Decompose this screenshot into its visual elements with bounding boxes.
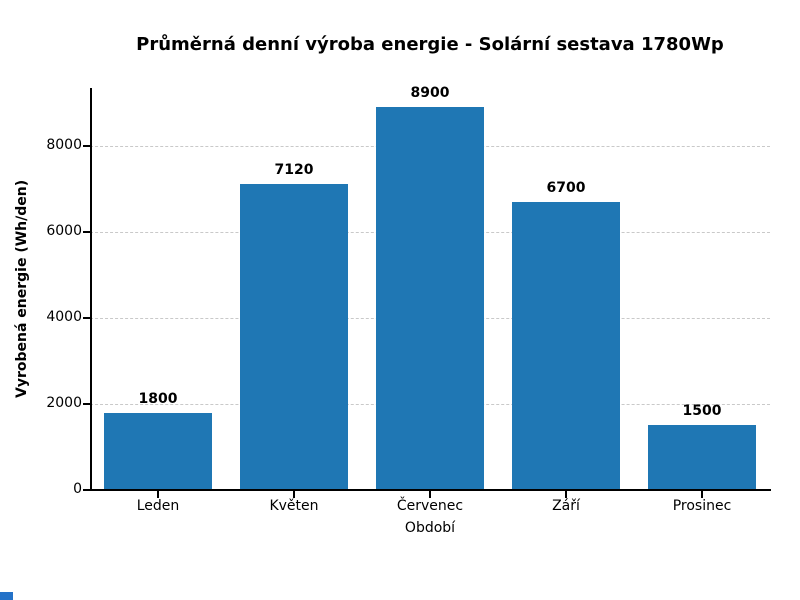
- bar-value-label: 6700: [546, 179, 586, 196]
- y-tick-mark: [83, 230, 90, 233]
- x-axis-label: Období: [404, 520, 456, 536]
- bar-září: [511, 201, 621, 490]
- bar-prosinec: [647, 425, 757, 490]
- x-tick-mark: [429, 491, 431, 498]
- x-tick-mark: [565, 491, 567, 498]
- bar-květen: [239, 183, 349, 490]
- y-axis-spine: [90, 88, 92, 491]
- x-tick-label: Červenec: [396, 498, 464, 514]
- chart-title: Průměrná denní výroba energie - Solární …: [136, 34, 724, 55]
- x-axis-spine: [90, 489, 771, 491]
- bar-value-label: 1800: [138, 390, 178, 407]
- y-tick-label: 8000: [46, 136, 82, 153]
- x-tick-mark: [293, 491, 295, 498]
- y-tick-label: 0: [73, 481, 82, 497]
- y-tick-mark: [83, 402, 90, 405]
- x-tick-mark: [157, 491, 159, 498]
- x-tick-label: Prosinec: [672, 498, 732, 514]
- y-tick-mark: [83, 144, 90, 147]
- y-tick-label: 6000: [46, 222, 82, 239]
- x-tick-label: Leden: [136, 498, 180, 514]
- y-tick-label: 4000: [46, 308, 82, 325]
- bar-value-label: 1500: [682, 403, 722, 420]
- bar-červenec: [375, 107, 485, 490]
- y-tick-mark: [83, 316, 90, 319]
- x-tick-label: Září: [552, 498, 580, 514]
- bar-leden: [103, 412, 213, 490]
- screen-corner-artifact: [0, 592, 13, 600]
- bar-value-label: 8900: [410, 85, 450, 102]
- y-tick-label: 2000: [46, 394, 82, 411]
- x-tick-label: Květen: [269, 498, 319, 514]
- y-tick-mark: [83, 489, 90, 491]
- bar-value-label: 7120: [274, 161, 314, 178]
- x-tick-mark: [701, 491, 703, 498]
- plot-area: 1800 7120 8900 6700 1500: [90, 85, 770, 490]
